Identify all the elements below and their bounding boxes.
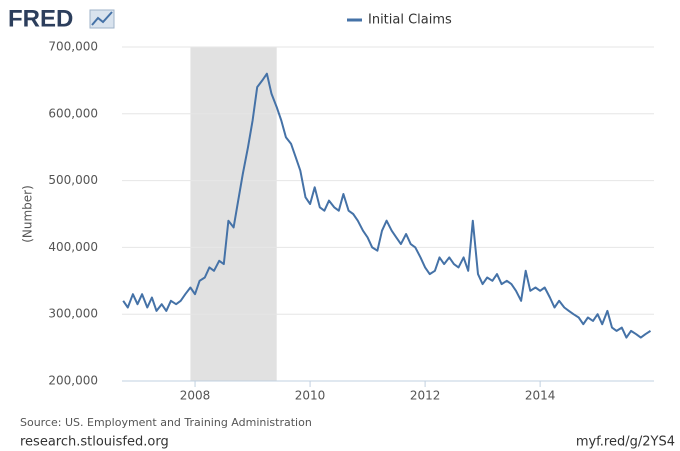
source: Source: US. Employment and Training Admi…	[20, 416, 312, 429]
logo-icon	[89, 9, 115, 29]
y-tick-label: 700,000	[48, 40, 98, 54]
x-tick-label: 2008	[180, 389, 211, 403]
x-tick-label: 2012	[410, 389, 441, 403]
footer-right: myf.red/g/2YS4	[576, 435, 675, 450]
series-line	[122, 72, 652, 339]
y-tick-label: 400,000	[48, 240, 98, 254]
x-tick-label: 2010	[295, 389, 326, 403]
y-axis-label: (Number)	[21, 185, 35, 243]
logo: FRED	[8, 5, 73, 32]
y-tick-label: 200,000	[48, 374, 98, 388]
legend-label: Initial Claims	[368, 13, 452, 28]
recession-band	[190, 47, 277, 381]
y-tick-label: 500,000	[48, 173, 98, 187]
footer-left: research.stlouisfed.org	[20, 435, 169, 450]
y-tick-label: 300,000	[48, 307, 98, 321]
x-tick-label: 2014	[525, 389, 556, 403]
y-tick-label: 600,000	[48, 106, 98, 120]
